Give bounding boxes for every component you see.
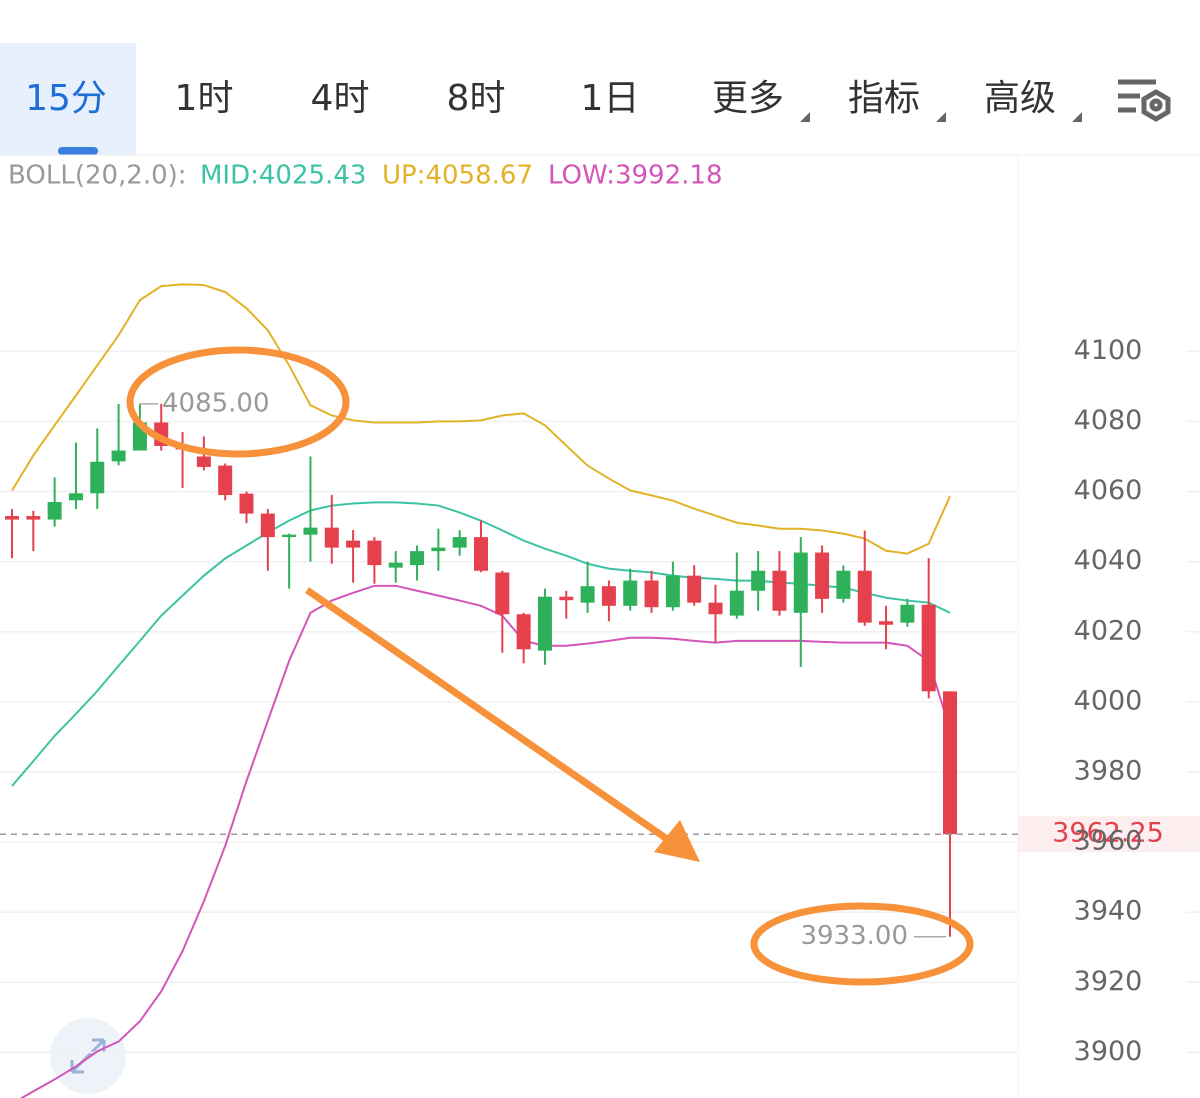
candle-body (644, 580, 659, 608)
plot (0, 283, 1018, 1098)
candle-body (260, 513, 275, 538)
tab[interactable]: 高级 (984, 78, 1056, 119)
candle-body (857, 570, 872, 623)
candle-body (793, 552, 808, 613)
candle-body (68, 493, 83, 501)
high-label: 4085.00 (162, 388, 270, 418)
candle-body (623, 580, 638, 606)
candle-body (303, 527, 318, 535)
candle-body (772, 570, 787, 611)
overlay: 3962.25 4085.00 3933.00 (0, 388, 1200, 951)
candle-body (580, 586, 595, 603)
y-tick-label: 3940 (1074, 896, 1143, 927)
y-tick-label: 4040 (1074, 545, 1143, 576)
candle-body (324, 527, 339, 548)
last-price-label: 3962.25 (1052, 818, 1164, 849)
tab[interactable]: 1时 (175, 78, 234, 119)
candle-body (410, 551, 425, 566)
low-label: 3933.00 (800, 921, 908, 951)
candle-body (196, 456, 211, 467)
candle-body (879, 621, 894, 625)
last-price-box (1018, 816, 1200, 853)
tab-selected-bg (0, 43, 136, 155)
candle-body (943, 691, 957, 835)
y-tick-label: 4060 (1074, 475, 1143, 506)
candle-body (516, 614, 531, 650)
tab[interactable]: 15分 (25, 78, 107, 119)
candle-body (431, 547, 446, 552)
y-tick-label: 3920 (1074, 966, 1143, 997)
candle-body (559, 596, 574, 601)
tab[interactable]: 更多 (712, 78, 784, 119)
candle-body (282, 534, 297, 538)
candle-body (90, 461, 105, 494)
tab-indicator (58, 147, 98, 155)
expand-icon (70, 1038, 106, 1074)
y-tick-label: 3900 (1074, 1036, 1143, 1067)
candle-body (708, 602, 723, 615)
candle-body (111, 450, 126, 462)
y-tick-label: 4020 (1074, 615, 1143, 646)
tab[interactable]: 4时 (311, 78, 370, 119)
candle-body (26, 516, 41, 520)
candle-body (5, 516, 19, 520)
candle-body (495, 572, 510, 615)
candle-body (836, 570, 851, 599)
settings-icon[interactable] (1118, 79, 1171, 122)
y-tick-label: 4080 (1074, 405, 1143, 436)
indicator-value: UP:4058.67 (382, 161, 533, 191)
candle-body (815, 552, 830, 599)
candle-body (346, 540, 361, 548)
tab[interactable]: 1日 (581, 78, 640, 119)
indicator-name: BOLL(20,2.0): (8, 161, 187, 191)
y-tick-label: 4100 (1074, 335, 1143, 366)
candle-body (687, 575, 702, 603)
boll-line (11, 283, 951, 555)
tab[interactable]: 8时 (447, 78, 506, 119)
candle-body (218, 465, 233, 496)
tab[interactable]: 指标 (848, 78, 920, 119)
candle-body (388, 562, 403, 568)
candle-body (921, 604, 936, 692)
candle-body (601, 586, 616, 606)
candle-body (239, 493, 254, 514)
y-tick-label: 3980 (1074, 755, 1143, 786)
candle-body (452, 537, 467, 548)
candle-body (729, 590, 744, 616)
dropdown-caret (1072, 112, 1082, 122)
indicator-value: MID:4025.43 (200, 161, 366, 191)
candle-body (665, 575, 680, 608)
candle-body (474, 537, 488, 571)
candle-body (900, 604, 915, 623)
dropdown-caret (800, 112, 810, 122)
dropdown-caret (936, 112, 946, 122)
boll-line (19, 584, 951, 1098)
user-annotations (126, 346, 974, 986)
y-tick-label: 3960 (1074, 826, 1143, 857)
candle-body (47, 502, 62, 520)
candle-body (751, 570, 766, 591)
candle-body (367, 540, 382, 566)
indicator-value: LOW:3992.18 (548, 161, 722, 191)
y-tick-label: 4000 (1074, 685, 1143, 716)
candle-body (537, 596, 552, 651)
